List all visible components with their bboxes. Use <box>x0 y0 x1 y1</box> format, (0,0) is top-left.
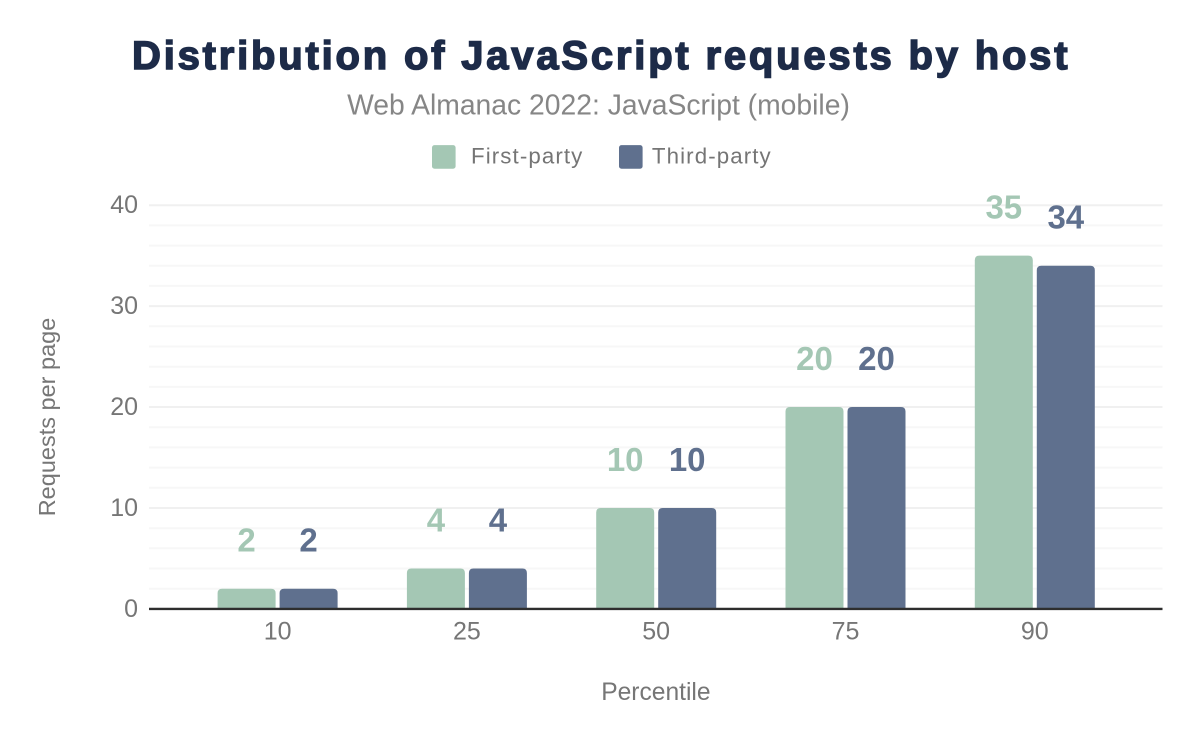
svg-text:20: 20 <box>796 340 833 377</box>
svg-text:50: 50 <box>642 618 670 646</box>
svg-text:0: 0 <box>124 595 138 623</box>
svg-text:Web Almanac 2022: JavaScript (: Web Almanac 2022: JavaScript (mobile) <box>347 89 850 121</box>
svg-text:20: 20 <box>110 393 138 421</box>
svg-text:First-party: First-party <box>471 143 583 168</box>
svg-text:10: 10 <box>669 441 706 478</box>
svg-text:90: 90 <box>1021 618 1049 646</box>
svg-text:75: 75 <box>832 618 860 646</box>
svg-text:Percentile: Percentile <box>601 679 710 706</box>
svg-text:10: 10 <box>110 494 138 522</box>
svg-text:Third-party: Third-party <box>652 143 772 168</box>
svg-text:Requests per page: Requests per page <box>34 318 60 517</box>
svg-text:Distribution of JavaScript req: Distribution of JavaScript requests by h… <box>132 34 1070 78</box>
svg-text:40: 40 <box>110 191 138 219</box>
svg-text:10: 10 <box>264 618 292 646</box>
svg-text:10: 10 <box>607 441 644 478</box>
svg-text:34: 34 <box>1047 199 1084 236</box>
svg-text:30: 30 <box>110 292 138 320</box>
svg-text:2: 2 <box>299 522 317 559</box>
svg-text:20: 20 <box>858 340 895 377</box>
svg-text:2: 2 <box>237 522 255 559</box>
svg-text:4: 4 <box>427 502 446 539</box>
svg-text:4: 4 <box>489 502 508 539</box>
svg-text:25: 25 <box>453 618 481 646</box>
svg-text:35: 35 <box>985 189 1022 226</box>
